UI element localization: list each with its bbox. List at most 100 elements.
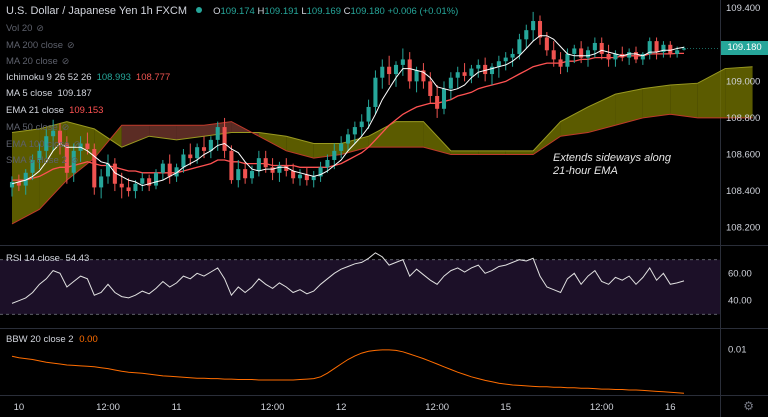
rsi-tick-label: 40.00	[728, 296, 752, 307]
time-tick-label: 10	[14, 402, 25, 413]
eye-icon[interactable]: ⊘	[67, 39, 75, 50]
annotation-line-1: Extends sideways along	[553, 152, 672, 164]
legend-value: 108.993	[96, 71, 131, 83]
legend-row-ichimoku-9-26-52-26[interactable]: Ichimoku 9 26 52 26 108.993 108.777	[6, 72, 170, 84]
candle-body	[236, 169, 241, 181]
candle-body	[37, 150, 42, 160]
candle-body	[585, 50, 591, 58]
rsi-label[interactable]: RSI 14 close	[6, 253, 60, 264]
candle-body	[140, 178, 145, 184]
time-tick-label: 12	[336, 402, 347, 413]
candle-body	[71, 150, 76, 173]
price-tick-label: 108.200	[726, 223, 760, 234]
eye-icon[interactable]: ⊘	[70, 155, 79, 165]
legend-row-ma-200-close[interactable]: MA 200 close ⊘	[6, 39, 75, 52]
change-value: +0.006 (+0.01%)	[387, 6, 459, 17]
time-tick-label: 11	[172, 402, 182, 413]
ichimoku-cloud-segment	[642, 85, 671, 118]
candle-body	[565, 53, 570, 67]
candle-body	[201, 147, 207, 151]
open-label: O	[213, 6, 221, 17]
candle-body	[661, 44, 666, 53]
candle-body	[195, 147, 200, 159]
candle-body	[373, 77, 378, 107]
candle-body	[44, 136, 49, 151]
candle-body	[380, 66, 385, 78]
candle-body	[455, 72, 460, 78]
gear-icon[interactable]: ⚙	[743, 399, 754, 413]
eye-icon[interactable]: ⊘	[61, 56, 70, 66]
legend-name: MA 200 close	[6, 39, 64, 51]
candle-body	[496, 61, 501, 67]
price-tick-label: 108.600	[726, 149, 760, 160]
legend-row-ma-50-close[interactable]: MA 50 close ⊘	[6, 121, 69, 134]
candle-body	[400, 59, 405, 65]
ichimoku-cloud-segment	[615, 88, 643, 126]
candle-body	[16, 181, 21, 186]
eye-icon[interactable]: ⊘	[73, 138, 81, 149]
candle-body	[243, 169, 248, 179]
candle-body	[208, 139, 213, 151]
candle-body	[366, 106, 371, 122]
candle-body	[160, 163, 165, 173]
current-price-badge: 109.180	[721, 41, 768, 56]
time-tick-label: 12:00	[96, 402, 120, 413]
legend-row-sma-5-close-2[interactable]: SMA 5 close 2 ⊘	[6, 154, 78, 167]
legend-row-vol-20[interactable]: Vol 20 ⊘	[6, 22, 44, 35]
bbw-line	[11, 349, 685, 394]
ichimoku-cloud-segment	[149, 125, 177, 140]
legend-name: MA 5 close	[6, 88, 53, 99]
ichimoku-cloud-segment	[121, 125, 150, 148]
candle-body	[441, 88, 447, 109]
legend-row-ema-100-close[interactable]: EMA 100 close ⊘	[6, 138, 81, 151]
rsi-legend: RSI 14 close 54.43	[6, 253, 89, 264]
candle-body	[681, 48, 687, 50]
legend-row-ema-21-close[interactable]: EMA 21 close 109.153	[6, 105, 103, 117]
candle-body	[524, 30, 529, 40]
candle-body	[613, 53, 618, 60]
candle-body	[544, 37, 549, 51]
candle-body	[558, 59, 563, 67]
candle-body	[448, 77, 453, 89]
eye-icon[interactable]: ⊘	[61, 122, 70, 132]
symbol-title[interactable]: U.S. Dollar / Japanese Yen 1h FXCM	[6, 5, 187, 17]
legend-row-ma-20-close[interactable]: MA 20 close ⊘	[6, 55, 69, 68]
market-status-dot	[196, 7, 203, 13]
rsi-line	[11, 252, 685, 304]
ohlc-values: O109.174 H109.191 L109.169 C109.180 +0.0…	[213, 6, 458, 17]
candle-body	[668, 44, 673, 54]
eye-icon[interactable]: ⊘	[36, 23, 44, 33]
bbw-label[interactable]: BBW 20 close 2	[6, 334, 74, 345]
candle-body	[188, 154, 193, 159]
candle-body	[133, 183, 138, 192]
legend-name: EMA 100 close	[6, 138, 70, 150]
candle-body	[270, 167, 275, 173]
ichimoku-cloud-segment	[505, 150, 534, 155]
ichimoku-cloud-segment	[697, 68, 726, 118]
candle-body	[517, 39, 522, 54]
candle-body	[325, 159, 330, 168]
candle-body	[393, 64, 399, 75]
ichimoku-cloud-segment	[478, 150, 506, 155]
ichimoku-cloud-segment	[725, 66, 753, 118]
legend-name: MA 50 close	[6, 122, 58, 133]
legend-name: Vol 20	[6, 23, 33, 34]
ichimoku-cloud-segment	[450, 150, 479, 155]
candle-body	[647, 41, 652, 54]
candle-body	[147, 178, 152, 186]
close-label: C	[343, 6, 351, 17]
candle-body	[126, 187, 131, 192]
time-tick-label: 12:00	[590, 402, 614, 413]
close-value: 109.180	[350, 6, 385, 17]
candle-body	[537, 21, 543, 38]
annotation-line-2: 21-hour EMA	[553, 165, 618, 177]
candle-body	[304, 174, 309, 181]
ichimoku-cloud-segment	[258, 132, 287, 151]
candle-body	[414, 70, 419, 82]
bbw-legend: BBW 20 close 2 0.00	[6, 334, 98, 345]
candle-body	[167, 163, 172, 177]
chart-annotation: Extends sideways along 21-hour EMA	[553, 152, 671, 178]
legend-row-ma-5-close[interactable]: MA 5 close 109.187	[6, 88, 92, 100]
candle-body	[462, 72, 467, 76]
